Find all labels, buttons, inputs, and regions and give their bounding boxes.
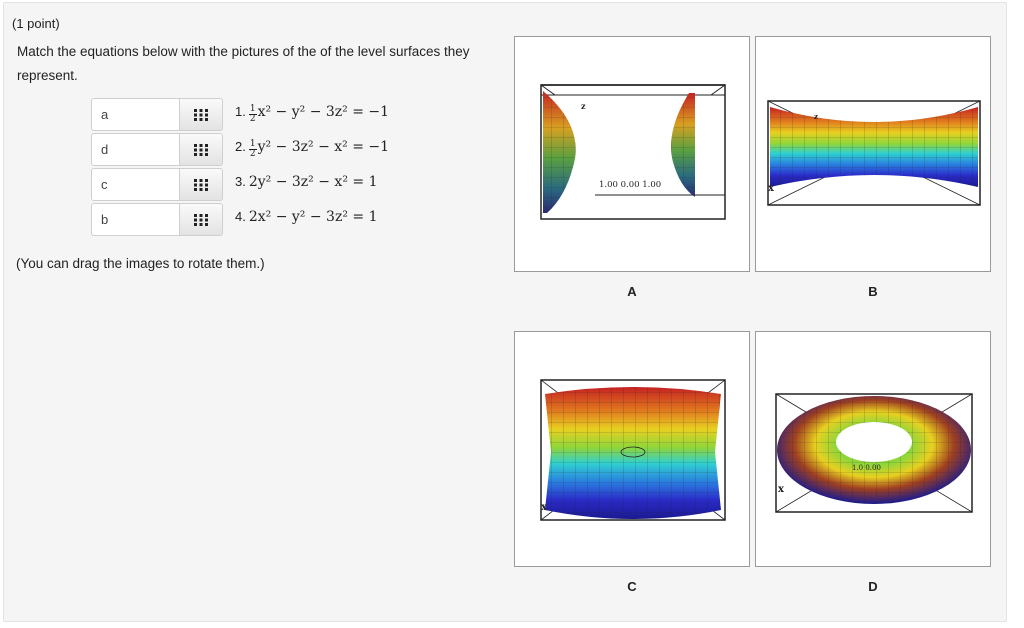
fraction-denominator: 2 [249,114,256,124]
answer-list: a 1. 1 2 x² − y² − 3z² = −1 d 2. 1 2 y² − 3z² … [91,98,391,238]
image-label-a: A [627,284,637,299]
equation-4: 4. 2x² − y² − 3z² = 1 [235,209,377,225]
fraction-numerator: 1 [248,104,257,115]
grid-icon[interactable] [179,203,223,236]
answer-row: c 3. 2y² − 3z² − x² = 1 [91,168,391,203]
answer-input[interactable]: d [91,133,179,166]
equation-2: 2. 1 2 y² − 3z² − x² = −1 [235,139,389,159]
surface-image-d[interactable]: 1.0 0.00 x [755,331,991,567]
image-label-b: B [868,284,878,299]
grid-icon[interactable] [179,98,223,131]
side-label: x [541,502,548,513]
axis-label: z [814,112,818,121]
axis-label: z [581,101,586,111]
answer-input[interactable]: b [91,203,179,236]
grid-icon[interactable] [179,133,223,166]
surface-image-b[interactable]: z x [755,36,991,272]
answer-input[interactable]: a [91,98,179,131]
surface-image-c[interactable]: x [514,331,750,567]
point-value: (1 point) [12,16,60,31]
instructions-text: Match the equations below with the pictu… [17,44,470,83]
grid-icon[interactable] [179,168,223,201]
tick-labels: 1.00 0.00 1.00 [599,180,661,190]
equation-text: y² − 3z² − x² = −1 [257,139,390,155]
answer-row: b 4. 2x² − y² − 3z² = 1 [91,203,391,238]
drag-note: (You can drag the images to rotate them.… [16,256,265,271]
equation-1: 1. 1 2 x² − y² − 3z² = −1 [235,104,389,124]
fraction-denominator: 2 [249,149,256,159]
equation-text: x² − y² − 3z² = −1 [257,104,390,120]
fraction-numerator: 1 [248,139,257,150]
image-label-c: C [627,579,637,594]
surface-plot: z x [767,100,981,206]
equation-number: 2. [235,139,246,154]
surface-image-a[interactable]: z 1.00 0.00 1.00 [514,36,750,272]
image-label-d: D [868,579,878,594]
equation-text: 2x² − y² − 3z² = 1 [248,209,378,225]
side-label: x [778,484,785,495]
equation-text: 2y² − 3z² − x² = 1 [248,174,378,190]
answer-row: d 2. 1 2 y² − 3z² − x² = −1 [91,133,391,168]
answer-row: a 1. 1 2 x² − y² − 3z² = −1 [91,98,391,133]
equation-number: 3. [235,174,246,189]
equation-3: 3. 2y² − 3z² − x² = 1 [235,174,377,190]
tick-labels: 1.0 0.00 [852,464,881,472]
equation-number: 1. [235,104,246,119]
answer-input[interactable]: c [91,168,179,201]
equation-number: 4. [235,209,246,224]
surface-plot: x [540,379,726,521]
side-label: x [768,183,775,194]
surface-plot: z 1.00 0.00 1.00 [540,84,726,220]
surface-plot: 1.0 0.00 x [775,393,973,513]
